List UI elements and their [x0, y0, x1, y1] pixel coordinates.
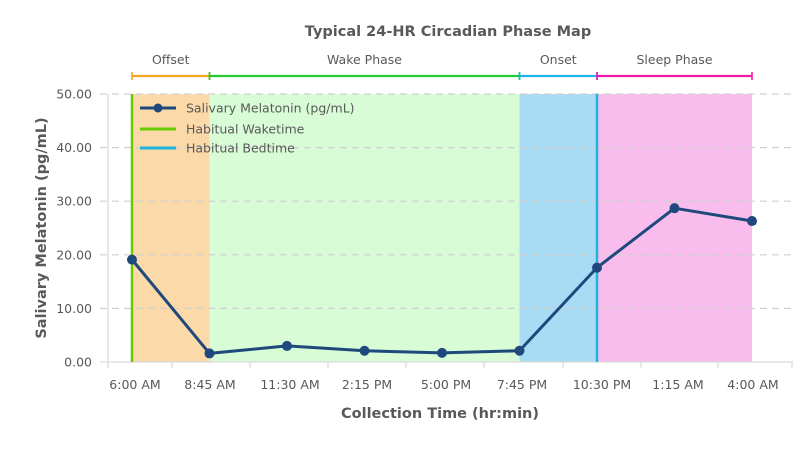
data-point-marker [514, 345, 525, 356]
phase-label: Onset [540, 52, 577, 67]
phase-bracket-wake-phase: Wake Phase [208, 52, 521, 80]
phase-region-offset [132, 94, 210, 362]
x-tick-label: 5:00 PM [421, 377, 471, 392]
data-point-marker [282, 340, 292, 351]
y-tick-label: 30.00 [56, 194, 92, 209]
y-tick-label: 20.00 [56, 247, 92, 262]
phase-region-sleep-phase [597, 94, 752, 362]
data-point-marker [669, 203, 680, 214]
phase-bracket-onset: Onset [518, 52, 598, 80]
phase-label: Sleep Phase [636, 52, 712, 67]
phase-region-wake-phase [209, 94, 520, 362]
x-tick-label: 4:00 AM [727, 377, 778, 392]
phase-backgrounds [132, 94, 752, 362]
phase-region-onset [519, 94, 597, 362]
data-point-marker [127, 254, 137, 265]
data-point-marker [592, 262, 602, 273]
reference-lines [130, 94, 599, 362]
data-point-marker [437, 347, 447, 358]
x-tick-label: 8:45 AM [184, 377, 235, 392]
x-tick-label: 1:15 AM [652, 377, 703, 392]
axes: 0.00 10.00 20.00 30.00 40.00 50.00 6:00 AM 8:45… [56, 87, 793, 392]
chart-title: Typical 24-HR Circadian Phase Map [305, 24, 591, 40]
legend: Salivary Melatonin (pg/mL) Habitual Wake… [140, 101, 355, 156]
legend-label-waketime: Habitual Waketime [186, 122, 305, 137]
x-axis-title: Collection Time (hr:min) [341, 406, 539, 422]
phase-brackets: Offset Wake Phase Onset Sleep Phase [131, 52, 753, 80]
legend-label-melatonin: Salivary Melatonin (pg/mL) [186, 101, 355, 116]
melatonin-series [127, 203, 757, 359]
phase-bracket-offset: Offset [131, 52, 211, 80]
phase-label: Wake Phase [327, 52, 402, 67]
legend-label-bedtime: Habitual Bedtime [186, 141, 295, 156]
y-axis-title: Salivary Melatonin (pg/mL) [34, 117, 50, 338]
x-tick-label: 6:00 AM [109, 377, 160, 392]
y-tick-label: 10.00 [56, 301, 92, 316]
y-tick-label: 40.00 [56, 140, 92, 155]
x-tick-label: 11:30 AM [260, 377, 319, 392]
y-tick-label: 0.00 [64, 355, 92, 370]
phase-label: Offset [152, 52, 190, 67]
data-point-marker [747, 216, 757, 227]
x-tick-label: 7:45 PM [497, 377, 547, 392]
phase-bracket-sleep-phase: Sleep Phase [596, 52, 753, 80]
legend-series-marker-icon [153, 103, 163, 113]
y-tick-label: 50.00 [56, 87, 92, 102]
x-tick-label: 2:15 PM [342, 377, 392, 392]
data-point-marker [204, 348, 215, 359]
data-point-marker [359, 345, 370, 356]
x-tick-label: 10:30 PM [573, 377, 631, 392]
